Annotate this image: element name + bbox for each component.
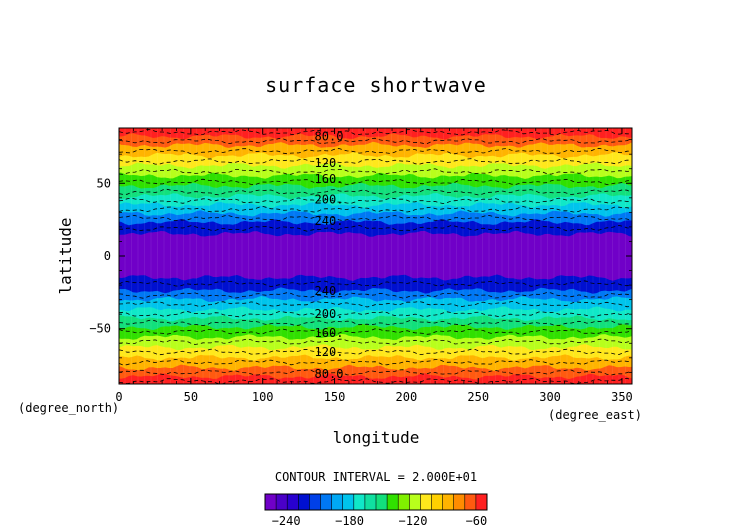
colorbar-tick-label: −240 <box>272 514 301 528</box>
colorbar: −240 −180 −120 −60 <box>264 493 488 528</box>
contour-line <box>119 280 632 288</box>
contour-label: 80.0 <box>315 130 344 144</box>
colorbar-swatch <box>431 494 443 510</box>
colorbar-swatch <box>376 494 388 510</box>
contour-line <box>119 205 632 213</box>
contour-band <box>119 373 632 384</box>
contour-line <box>119 224 632 232</box>
contour-line <box>119 158 632 165</box>
contour-plot-area: 80.0 120. 160. 200. 240. 240. 200. 160. 120. 80.0 <box>118 127 633 385</box>
contour-lines <box>119 129 632 384</box>
contour-line <box>119 319 632 327</box>
contour-line <box>119 338 632 345</box>
colorbar-swatch <box>364 494 377 510</box>
colorbar-swatch <box>464 494 477 510</box>
colorbar-swatch <box>409 494 421 510</box>
x-unit-label: (degree_east) <box>548 408 642 422</box>
y-unit-label: (degree_north) <box>18 401 119 415</box>
colorbar-swatch <box>353 494 366 510</box>
x-tick-label: 50 <box>184 390 198 404</box>
contour-label: 80.0 <box>315 367 344 381</box>
colorbar-tick-label: −120 <box>399 514 428 528</box>
contour-label: 120. <box>315 345 344 359</box>
y-axis-title: latitude <box>56 217 75 294</box>
x-tick-label: 200 <box>396 390 418 404</box>
contour-line <box>119 178 632 186</box>
contour-line <box>119 369 632 376</box>
x-axis-ticks: 0 50 100 150 200 250 300 350 <box>115 128 633 404</box>
colorbar-swatch <box>298 494 310 510</box>
x-tick-label: 100 <box>252 390 274 404</box>
colorbar-swatch <box>453 494 466 510</box>
y-axis-ticks: −50 0 50 <box>89 139 632 373</box>
contour-bands <box>119 128 632 384</box>
contour-line <box>119 137 632 145</box>
contour-label: 240. <box>315 214 344 228</box>
contour-line <box>119 328 632 335</box>
contour-label: 160. <box>315 172 344 186</box>
x-tick-label: 300 <box>539 390 561 404</box>
contour-line <box>119 301 632 308</box>
colorbar-swatch <box>387 494 399 510</box>
contour-label: 200. <box>315 192 344 206</box>
contour-line <box>119 359 632 366</box>
x-tick-label: 350 <box>611 390 633 404</box>
colorbar-swatch <box>287 494 299 510</box>
contour-label: 200. <box>315 307 344 321</box>
x-tick-label: 150 <box>324 390 346 404</box>
contour-line <box>119 147 632 155</box>
contour-line <box>119 129 632 136</box>
colorbar-tick-label: −60 <box>466 514 488 528</box>
contour-line <box>119 188 632 196</box>
y-tick-label: 0 <box>104 249 111 263</box>
colorbar-swatch <box>265 494 277 510</box>
x-tick-label: 250 <box>467 390 489 404</box>
colorbar-swatch <box>475 494 488 510</box>
contour-interval-text: CONTOUR INTERVAL = 2.000E+01 <box>275 470 477 484</box>
colorbar-swatch <box>331 494 343 510</box>
contour-line <box>119 168 632 175</box>
colorbar-swatch <box>442 494 454 510</box>
colorbar-swatch <box>420 494 432 510</box>
contour-line <box>119 214 632 222</box>
colorbar-swatch <box>320 494 332 510</box>
colorbar-swatch <box>276 494 288 510</box>
colorbar-swatch <box>398 494 410 510</box>
contour-line <box>119 377 632 384</box>
contour-labels: 80.0 120. 160. 200. 240. 240. 200. 160. 120. 80.0 <box>315 130 344 381</box>
contour-label: 120. <box>315 156 344 170</box>
y-tick-label: 50 <box>97 176 111 190</box>
chart-title: surface shortwave <box>265 73 487 97</box>
colorbar-swatch <box>342 494 355 510</box>
y-tick-label: −50 <box>89 322 111 336</box>
contour-label: 240. <box>315 284 344 298</box>
contour-line <box>119 292 632 299</box>
contour-line <box>119 197 632 205</box>
contour-line <box>119 348 632 356</box>
x-tick-label: 0 <box>115 390 122 404</box>
colorbar-swatch <box>309 494 321 510</box>
x-axis-title: longitude <box>333 428 420 447</box>
contour-band <box>119 230 632 282</box>
colorbar-tick-label: −180 <box>335 514 364 528</box>
contour-line <box>119 310 632 318</box>
contour-label: 160. <box>315 326 344 340</box>
